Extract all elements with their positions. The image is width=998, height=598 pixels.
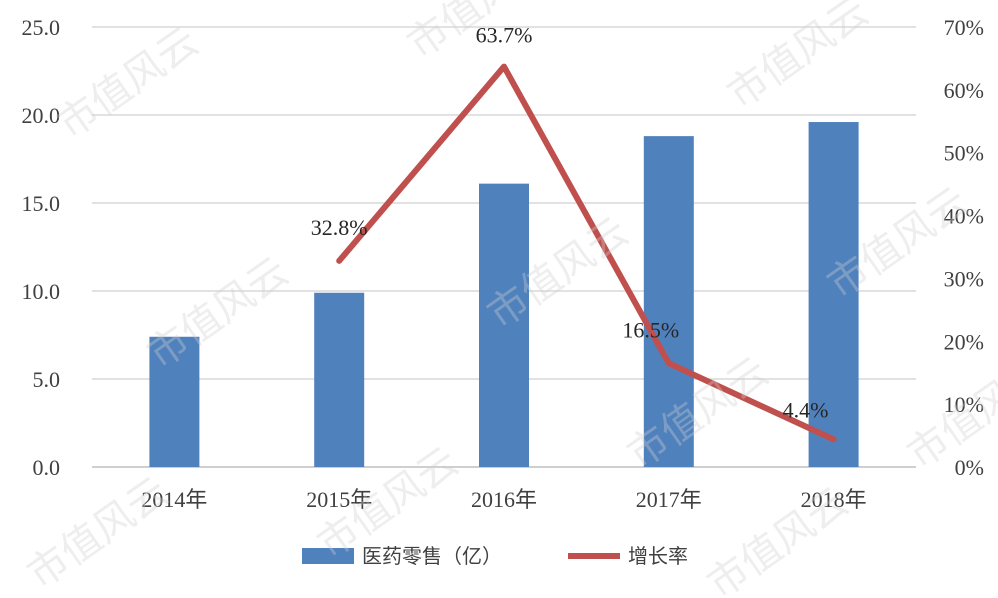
x-axis: 2014年 2015年 2016年 2017年 2018年 bbox=[141, 487, 866, 512]
right-axis: 0% 10% 20% 30% 40% 50% 60% 70% bbox=[944, 15, 984, 480]
right-tick-label: 70% bbox=[944, 15, 984, 40]
left-tick-label: 10.0 bbox=[22, 279, 61, 304]
data-label: 63.7% bbox=[476, 23, 533, 48]
bar-series bbox=[149, 122, 859, 467]
bar bbox=[643, 136, 694, 467]
right-tick-label: 60% bbox=[944, 78, 984, 103]
legend-label-line: 增长率 bbox=[628, 544, 688, 568]
left-tick-label: 20.0 bbox=[22, 103, 61, 128]
x-tick-label: 2017年 bbox=[636, 487, 702, 512]
right-tick-label: 20% bbox=[944, 329, 984, 354]
data-label: 16.5% bbox=[622, 317, 679, 342]
watermark-text: 市值风云 bbox=[49, 19, 206, 148]
right-tick-label: 40% bbox=[944, 204, 984, 229]
watermark-text: 市值风云 bbox=[19, 469, 176, 598]
watermark-text: 市值风云 bbox=[619, 349, 776, 478]
left-tick-label: 15.0 bbox=[22, 191, 61, 216]
right-tick-label: 50% bbox=[944, 141, 984, 166]
x-tick-label: 2016年 bbox=[471, 487, 537, 512]
legend-swatch-bar bbox=[302, 548, 354, 564]
bar bbox=[479, 183, 529, 467]
bar bbox=[149, 336, 200, 467]
right-tick-label: 10% bbox=[944, 392, 984, 417]
left-tick-label: 25.0 bbox=[22, 15, 61, 40]
bar bbox=[314, 292, 365, 467]
left-tick-label: 0.0 bbox=[33, 455, 61, 480]
right-tick-label: 30% bbox=[944, 266, 984, 291]
watermark-text: 市值风云 bbox=[699, 479, 856, 598]
watermark-text: 市值风云 bbox=[139, 249, 296, 378]
x-tick-label: 2014年 bbox=[141, 487, 207, 512]
data-label: 32.8% bbox=[311, 215, 368, 240]
right-tick-label: 0% bbox=[955, 455, 984, 480]
legend: 医药零售（亿） 增长率 bbox=[302, 544, 688, 568]
line-series bbox=[336, 63, 837, 443]
x-tick-label: 2018年 bbox=[801, 487, 867, 512]
left-tick-label: 5.0 bbox=[33, 367, 61, 392]
legend-label-bar: 医药零售（亿） bbox=[362, 544, 502, 568]
left-axis: 0.0 5.0 10.0 15.0 20.0 25.0 bbox=[22, 15, 61, 480]
bar bbox=[808, 122, 859, 467]
data-label: 4.4% bbox=[783, 397, 829, 422]
watermark-text: 市值风云 bbox=[719, 0, 876, 118]
data-labels: 32.8% 63.7% 16.5% 4.4% bbox=[311, 23, 829, 423]
x-tick-label: 2015年 bbox=[306, 487, 372, 512]
series-line bbox=[336, 63, 837, 443]
